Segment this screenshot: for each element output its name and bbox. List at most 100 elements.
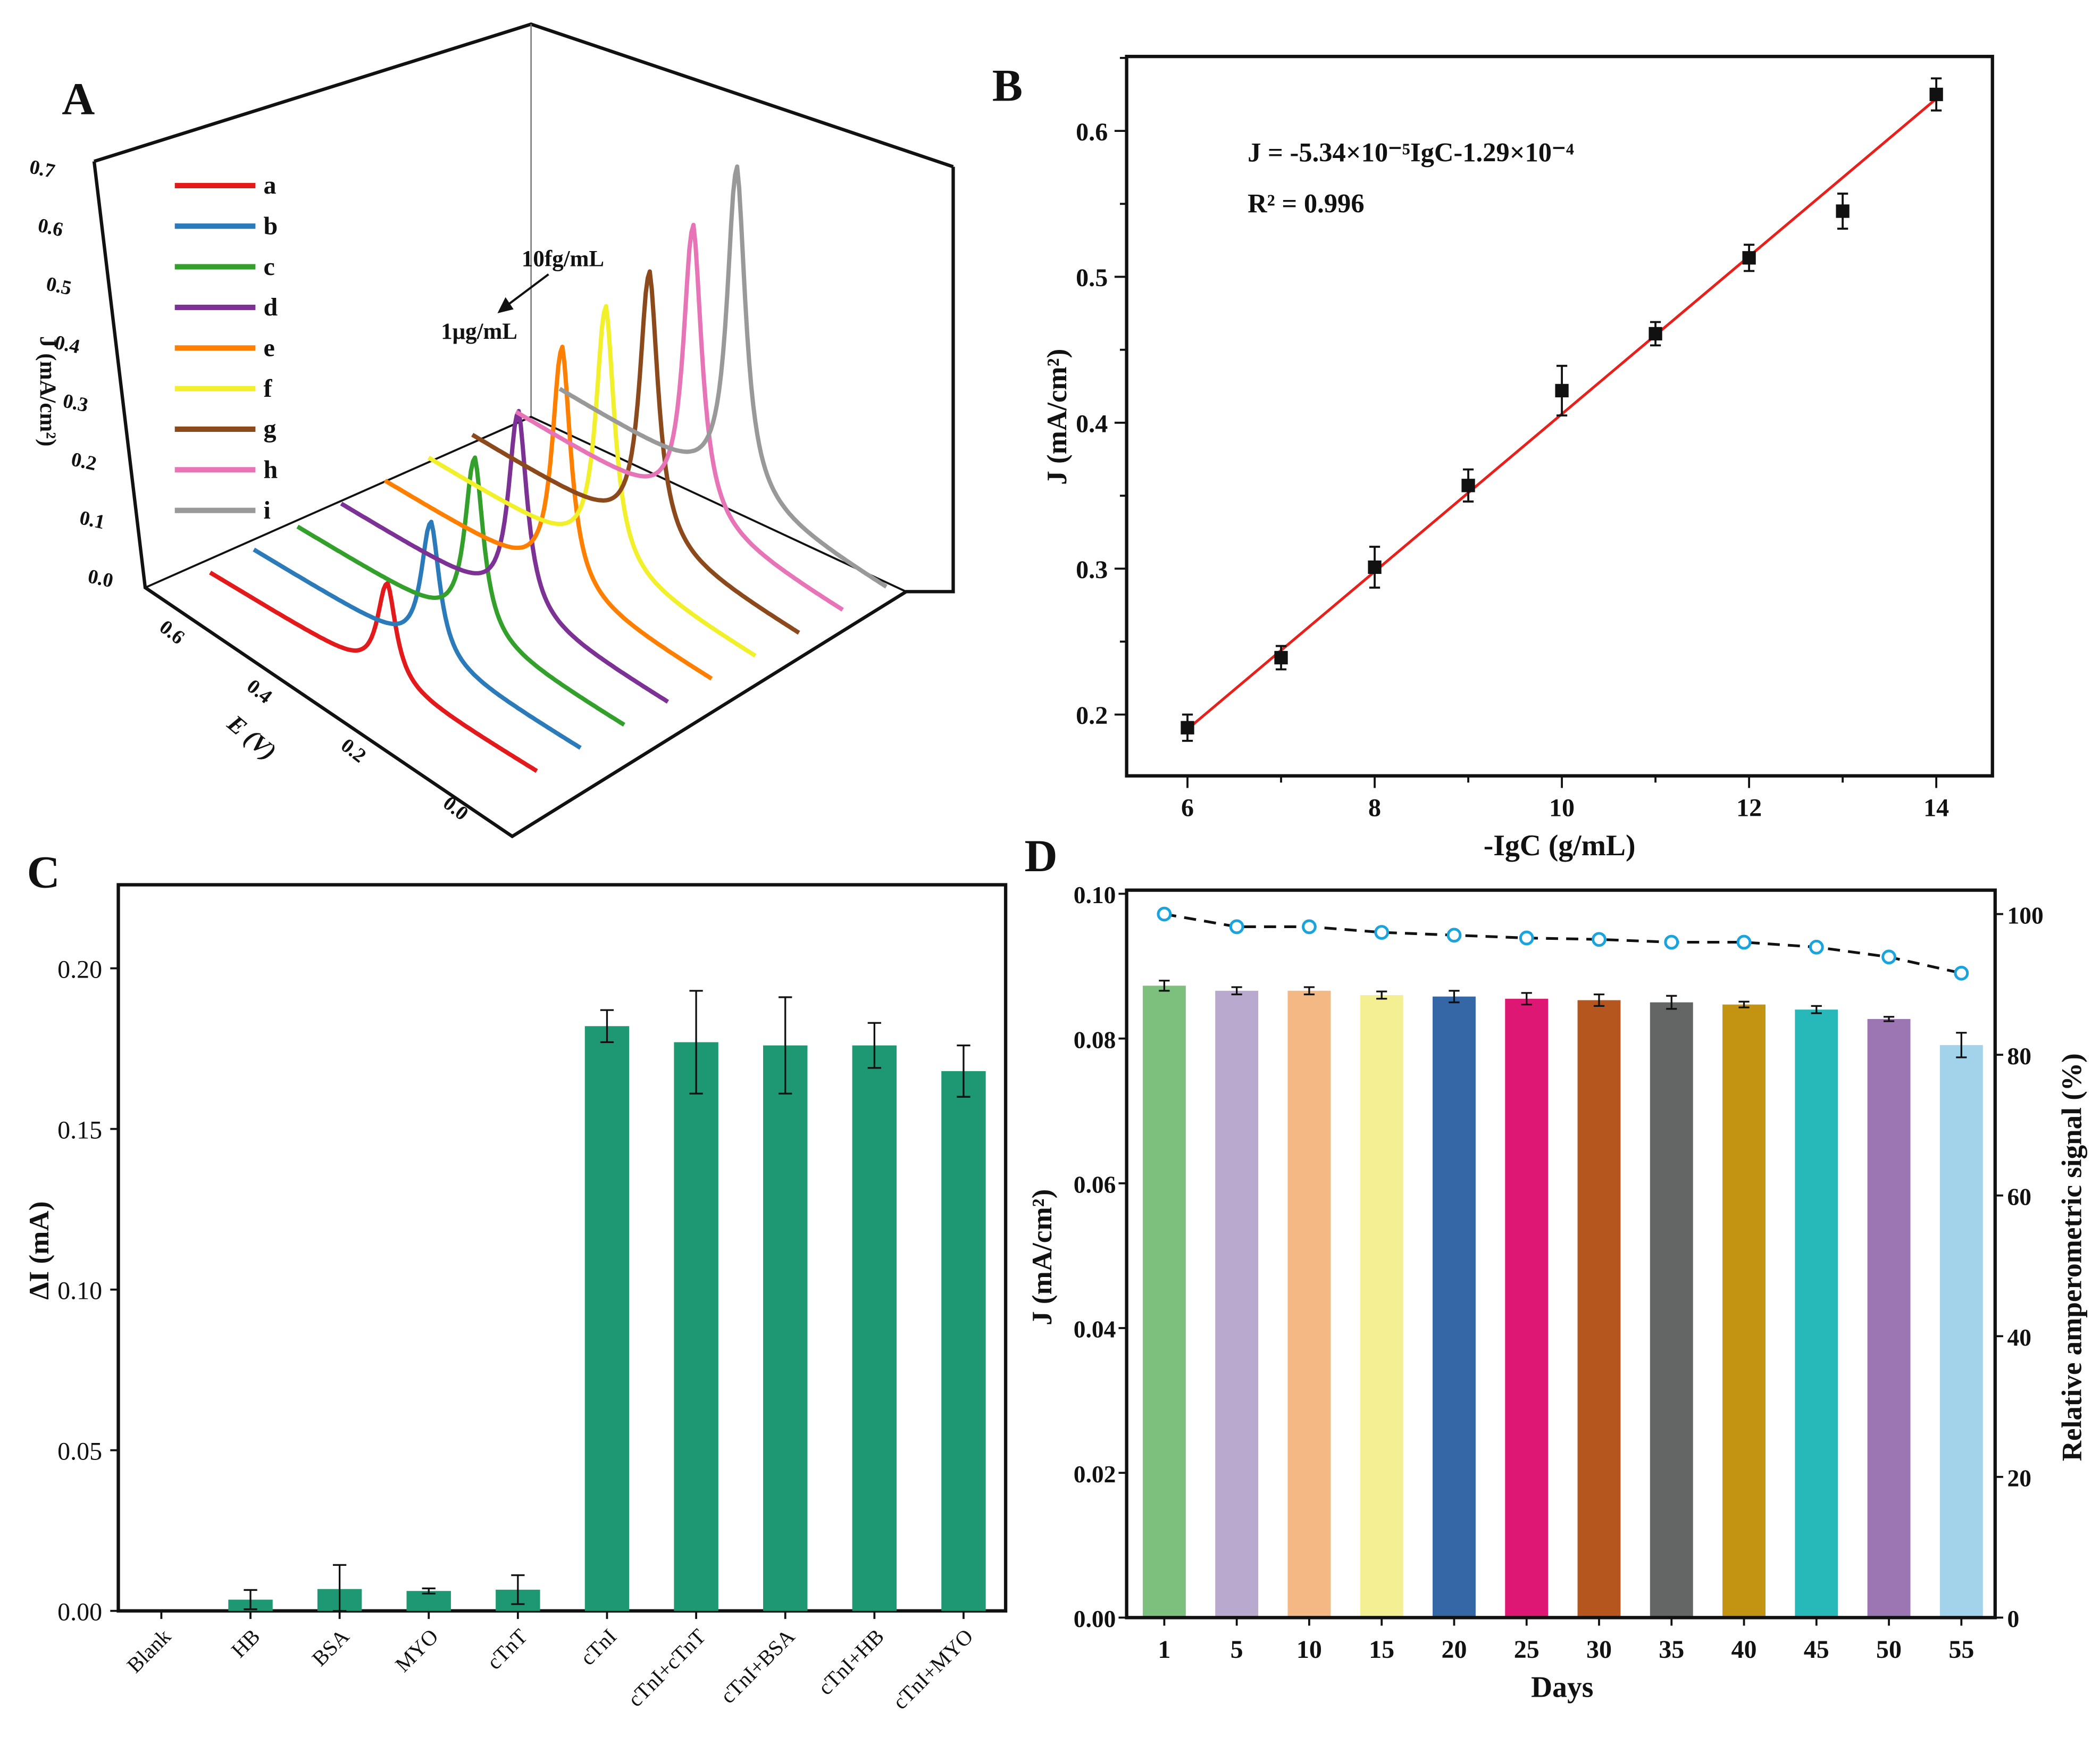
y-tick-label: 0.02 <box>1074 1461 1116 1488</box>
y-tick-label: 0.6 <box>36 214 65 241</box>
y-tick-label: 0.4 <box>1076 410 1108 438</box>
data-point <box>1368 560 1382 574</box>
x-tick-label: 25 <box>1514 1635 1540 1664</box>
y-tick-label: 0.00 <box>57 1598 102 1626</box>
x-tick-label: 10 <box>1549 794 1575 822</box>
series-line-e <box>383 344 713 681</box>
x-tick-label: 30 <box>1586 1635 1612 1664</box>
y2-axis-label: Relative amperometric signal (%) <box>2057 1053 2088 1461</box>
y-tick-label: 0.2 <box>1076 702 1108 730</box>
data-point <box>1461 479 1475 493</box>
x-tick-label: 35 <box>1659 1635 1684 1664</box>
y-tick-label: 0.1 <box>78 506 107 533</box>
fit-equation: J = -5.34×10⁻⁵IgC-1.29×10⁻⁴ <box>1248 137 1574 167</box>
x-tick-label: 6 <box>1181 794 1194 822</box>
plot-frame <box>1125 888 1997 1620</box>
annotation-to: 1μg/mL <box>441 319 517 344</box>
relative-signal-point <box>1229 919 1244 934</box>
y-axis-label: J (mA/cm²) <box>1027 1189 1058 1325</box>
relative-signal-point <box>1157 906 1172 922</box>
x-tick-label: 5 <box>1231 1635 1243 1664</box>
data-point <box>1555 383 1569 398</box>
relative-signal-point <box>1446 928 1462 943</box>
y-tick-label: 0.10 <box>1074 881 1116 908</box>
relative-signal-point <box>1374 925 1390 940</box>
data-point <box>1836 204 1850 218</box>
bar <box>1722 1004 1766 1618</box>
bar <box>1142 986 1186 1618</box>
x-axis-label: Days <box>1531 1671 1593 1704</box>
bar <box>1433 996 1476 1618</box>
series-line-d <box>340 408 670 704</box>
y-axis-label: J (mA/cm²) <box>35 336 60 446</box>
x-axis-label: -IgC (g/mL) <box>1484 829 1636 862</box>
x-tick-label: 20 <box>1441 1635 1467 1664</box>
series-line-g <box>471 269 800 635</box>
y2-tick-label: 100 <box>2007 902 2044 929</box>
bar <box>1795 1009 1838 1618</box>
y-tick-label: 0.2 <box>69 448 98 475</box>
bar <box>584 1026 630 1611</box>
bar <box>1287 990 1331 1618</box>
x-tick-label: 50 <box>1876 1635 1902 1664</box>
x-tick-label: 45 <box>1804 1635 1829 1664</box>
y-axis-label: ΔI (mA) <box>24 1201 55 1300</box>
legend-label: b <box>264 212 278 240</box>
plot-frame <box>1125 55 1994 778</box>
relative-signal-point <box>1736 934 1752 950</box>
arrow-head-icon <box>497 297 514 314</box>
legend-label: e <box>264 333 275 362</box>
annotation-from: 10fg/mL <box>522 247 604 272</box>
x-tick-label: 1 <box>1158 1635 1170 1664</box>
y-tick-label: 0.04 <box>1074 1316 1116 1343</box>
y-tick-label: 0.20 <box>57 955 102 983</box>
y2-tick-label: 60 <box>2007 1183 2032 1210</box>
floor-back-edges <box>145 415 907 593</box>
relative-signal-point <box>1302 919 1317 934</box>
legend-label: g <box>264 415 277 443</box>
bar <box>852 1045 897 1611</box>
y-tick-label: 0.4 <box>53 331 82 358</box>
series-line-c <box>296 455 625 727</box>
bar <box>941 1071 986 1611</box>
y2-tick-label: 20 <box>2007 1465 2032 1492</box>
x-tick-label: 12 <box>1736 794 1762 822</box>
x-tick-label: 55 <box>1948 1635 1974 1664</box>
y2-tick-label: 0 <box>2007 1605 2020 1632</box>
box-outline <box>92 161 955 839</box>
relative-signal-point <box>1809 939 1824 955</box>
bar <box>1360 995 1403 1618</box>
panel-label-c: C <box>27 847 60 898</box>
x-tick-label: 10 <box>1296 1635 1322 1664</box>
legend-label: a <box>264 171 277 199</box>
data-point <box>1742 251 1756 265</box>
panel-b-calibration-chart: 6 8 10 12 14 0.2 0.3 0.4 0.5 0.6 -IgC (g/mL) J (mA/… <box>1042 55 1994 862</box>
bar <box>1939 1045 1983 1618</box>
series-line-f <box>427 304 757 658</box>
y-tick-label: 0.15 <box>57 1116 102 1144</box>
relative-signal-point <box>1664 934 1679 950</box>
legend-label: i <box>264 496 271 524</box>
relative-signal-line <box>1164 913 1962 975</box>
bar <box>1650 1002 1693 1618</box>
bar <box>763 1045 808 1611</box>
bar <box>1577 1000 1621 1618</box>
data-point <box>1274 650 1288 665</box>
y-tick-label: 0.7 <box>28 156 57 183</box>
series-line-h <box>515 222 844 612</box>
bar <box>674 1042 718 1611</box>
y-tick-label: 0.3 <box>61 389 90 416</box>
panel-label-d: D <box>1024 830 1057 881</box>
x-tick-label: 14 <box>1923 794 1949 822</box>
data-point <box>1181 721 1194 735</box>
relative-signal-point <box>1954 965 1969 981</box>
y-tick-label: 0.05 <box>57 1437 102 1465</box>
y-tick-label: 0.0 <box>86 565 115 592</box>
panel-d-stability-chart: 1 5 10 15 20 25 30 35 40 45 50 550.000.020.040.060.… <box>1027 881 2088 1704</box>
r-squared: R² = 0.996 <box>1248 188 1364 218</box>
y-tick-label: 0.6 <box>1076 118 1108 146</box>
y-tick-label: 0.08 <box>1074 1026 1116 1053</box>
y2-tick-label: 80 <box>2007 1042 2032 1070</box>
series-line-a <box>209 571 538 773</box>
